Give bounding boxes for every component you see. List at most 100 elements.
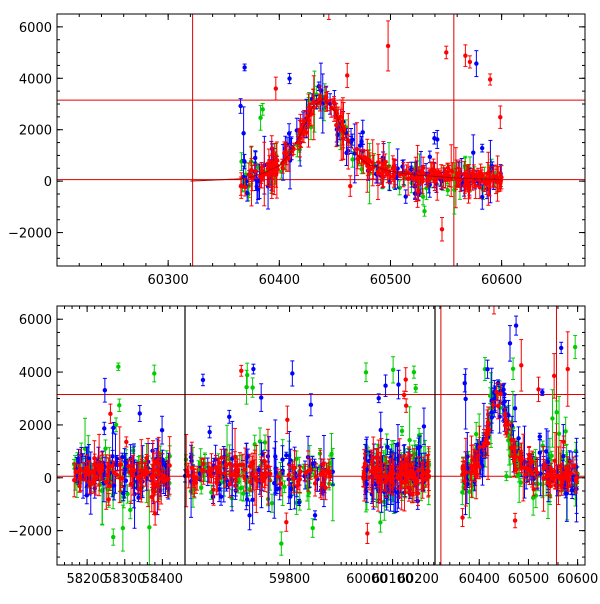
data-point [391, 368, 395, 372]
data-point [350, 157, 354, 161]
data-point [314, 475, 318, 479]
data-point [254, 477, 258, 481]
data-point [313, 513, 317, 517]
data-point [309, 403, 313, 407]
data-point [295, 484, 299, 488]
data-point [261, 174, 265, 178]
data-point [276, 474, 280, 478]
data-point [396, 382, 400, 386]
data-point [348, 184, 352, 188]
data-point [239, 183, 243, 187]
data-point [108, 412, 112, 416]
data-point [350, 137, 354, 141]
data-point [478, 185, 482, 189]
data-point [234, 474, 238, 478]
data-point [207, 430, 211, 434]
data-point [494, 174, 498, 178]
data-point [292, 466, 296, 470]
data-point [424, 186, 428, 190]
data-point [211, 487, 215, 491]
data-point [377, 396, 381, 400]
data-point [261, 107, 265, 111]
data-point [153, 511, 157, 515]
data-point [104, 480, 108, 484]
data-point [379, 428, 383, 432]
data-point [446, 188, 450, 192]
data-point [320, 482, 324, 486]
data-point [282, 150, 286, 154]
data-point [304, 130, 308, 134]
data-point [241, 491, 245, 495]
data-point [422, 424, 426, 428]
data-point [83, 473, 87, 477]
data-point [468, 60, 472, 64]
data-point [118, 476, 122, 480]
data-point [361, 130, 365, 134]
data-point [103, 388, 107, 392]
data-point [167, 463, 171, 467]
data-point [464, 175, 468, 179]
data-point [125, 492, 129, 496]
data-point [436, 170, 440, 174]
data-point [131, 448, 135, 452]
data-point [385, 445, 389, 449]
data-point [150, 474, 154, 478]
data-point [245, 373, 249, 377]
data-point [146, 470, 150, 474]
data-point [371, 161, 375, 165]
data-point [407, 438, 411, 442]
data-point [440, 227, 444, 231]
data-point [273, 160, 277, 164]
plot-area [57, 285, 585, 565]
data-point [327, 471, 331, 475]
data-point [355, 147, 359, 151]
data-point [287, 76, 291, 80]
data-point [224, 462, 228, 466]
data-point [138, 411, 142, 415]
y-tick-label: 0 [44, 175, 52, 190]
data-point [115, 473, 119, 477]
data-point [233, 455, 237, 459]
time-segment [183, 361, 335, 555]
data-point [201, 469, 205, 473]
data-point [284, 453, 288, 457]
data-point [259, 472, 263, 476]
data-point [285, 418, 289, 422]
data-point [201, 378, 205, 382]
data-point [152, 371, 156, 375]
data-point [416, 189, 420, 193]
data-point [383, 384, 387, 388]
data-series [183, 361, 335, 530]
data-point [266, 165, 270, 169]
data-point [370, 459, 374, 463]
data-point [270, 501, 274, 505]
data-point [296, 480, 300, 484]
data-point [429, 169, 433, 173]
data-point [327, 5, 331, 9]
data-point [474, 61, 478, 65]
data-point [206, 469, 210, 473]
data-point [250, 460, 254, 464]
y-tick-label: 2000 [19, 124, 52, 139]
data-point [428, 155, 432, 159]
data-point [130, 467, 134, 471]
data-point [89, 481, 93, 485]
data-point [219, 494, 223, 498]
data-point [219, 455, 223, 459]
data-point [480, 146, 484, 150]
data-point [406, 177, 410, 181]
data-point [243, 185, 247, 189]
data-point [103, 446, 107, 450]
data-point [245, 191, 249, 195]
data-point [274, 86, 278, 90]
data-point [264, 471, 268, 475]
data-point [107, 464, 111, 468]
data-point [214, 465, 218, 469]
x-tick-label: 60300 [147, 273, 188, 288]
data-point [400, 429, 404, 433]
data-point [192, 481, 196, 485]
data-point [386, 44, 390, 48]
